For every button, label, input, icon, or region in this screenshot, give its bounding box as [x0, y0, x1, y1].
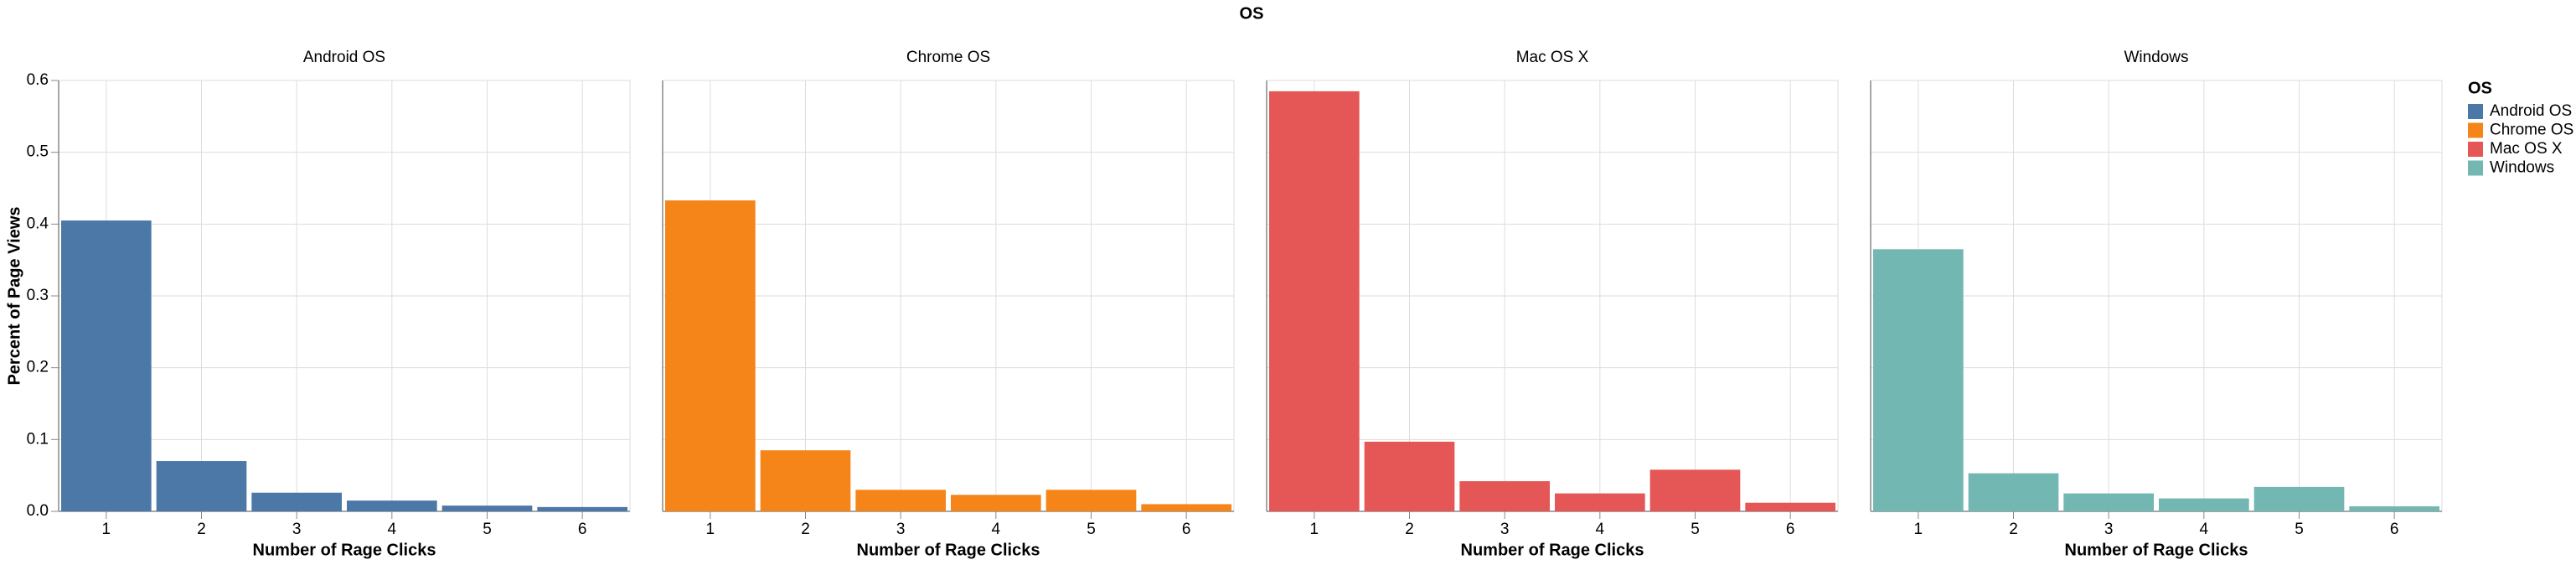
- x-tick-label: 1: [1914, 521, 1923, 538]
- legend-title: OS: [2468, 79, 2492, 97]
- x-axis-title: Number of Rage Clicks: [253, 541, 436, 559]
- bar: [951, 495, 1041, 511]
- x-tick-label: 5: [2295, 521, 2304, 538]
- facet-title: Mac OS X: [1516, 49, 1589, 66]
- legend-label: Mac OS X: [2490, 140, 2563, 158]
- bar: [665, 200, 756, 511]
- bar: [2159, 498, 2249, 511]
- legend-swatch: [2468, 142, 2483, 157]
- x-tick-label: 1: [102, 521, 111, 538]
- x-tick-label: 1: [706, 521, 715, 538]
- x-tick-label: 3: [1500, 521, 1510, 538]
- bar: [1968, 473, 2059, 511]
- y-axis-title: Percent of Page Views: [5, 206, 23, 385]
- bar: [1745, 502, 1835, 511]
- x-tick-label: 4: [992, 521, 1001, 538]
- y-tick-label: 0.0: [27, 502, 49, 520]
- x-tick-label: 6: [578, 521, 587, 538]
- x-tick-label: 5: [1087, 521, 1096, 538]
- x-tick-label: 3: [896, 521, 906, 538]
- legend-swatch: [2468, 160, 2483, 176]
- bar: [2349, 506, 2439, 511]
- x-tick-label: 3: [2104, 521, 2114, 538]
- bar: [537, 506, 627, 511]
- bar: [1873, 249, 1964, 511]
- x-tick-label: 5: [1691, 521, 1700, 538]
- bar: [1649, 469, 1741, 511]
- y-tick-label: 0.6: [27, 71, 49, 89]
- legend-swatch: [2468, 122, 2483, 138]
- x-tick-label: 6: [2390, 521, 2399, 538]
- bar: [251, 492, 342, 511]
- x-tick-label: 3: [292, 521, 302, 538]
- x-tick-label: 1: [1310, 521, 1319, 538]
- bar: [1555, 493, 1645, 511]
- x-axis-title: Number of Rage Clicks: [2065, 541, 2248, 559]
- bar: [1141, 504, 1231, 511]
- x-tick-label: 2: [197, 521, 206, 538]
- bar: [855, 490, 946, 511]
- x-axis-title: Number of Rage Clicks: [857, 541, 1040, 559]
- x-tick-label: 4: [2200, 521, 2209, 538]
- x-tick-label: 2: [2009, 521, 2018, 538]
- facet-title: Chrome OS: [906, 49, 990, 66]
- facet-title: Windows: [2124, 49, 2188, 66]
- bar: [1364, 441, 1455, 511]
- bar: [1269, 91, 1360, 511]
- y-tick-label: 0.3: [27, 287, 49, 304]
- x-tick-label: 4: [388, 521, 397, 538]
- bar: [760, 450, 851, 511]
- x-tick-label: 2: [801, 521, 810, 538]
- bar: [347, 500, 437, 511]
- y-tick-label: 0.2: [27, 359, 49, 376]
- bar: [61, 220, 152, 511]
- facet-title: Android OS: [303, 49, 385, 66]
- x-axis-title: Number of Rage Clicks: [1461, 541, 1644, 559]
- bar: [1459, 481, 1550, 511]
- bar: [2063, 493, 2154, 511]
- y-tick-label: 0.1: [27, 430, 49, 448]
- x-tick-label: 2: [1405, 521, 1414, 538]
- x-tick-label: 6: [1786, 521, 1795, 538]
- bar: [2253, 486, 2345, 511]
- legend-label: Chrome OS: [2490, 122, 2573, 139]
- x-tick-label: 5: [483, 521, 492, 538]
- legend-label: Windows: [2490, 159, 2554, 177]
- legend-label: Android OS: [2490, 102, 2572, 120]
- bar: [1045, 490, 1137, 511]
- y-tick-label: 0.4: [27, 215, 49, 232]
- x-tick-label: 4: [1596, 521, 1605, 538]
- x-tick-label: 6: [1182, 521, 1191, 538]
- chart-title: OS: [1240, 4, 1264, 23]
- y-tick-label: 0.5: [27, 143, 49, 161]
- legend-swatch: [2468, 104, 2483, 119]
- bar: [441, 505, 533, 511]
- bar: [156, 461, 247, 511]
